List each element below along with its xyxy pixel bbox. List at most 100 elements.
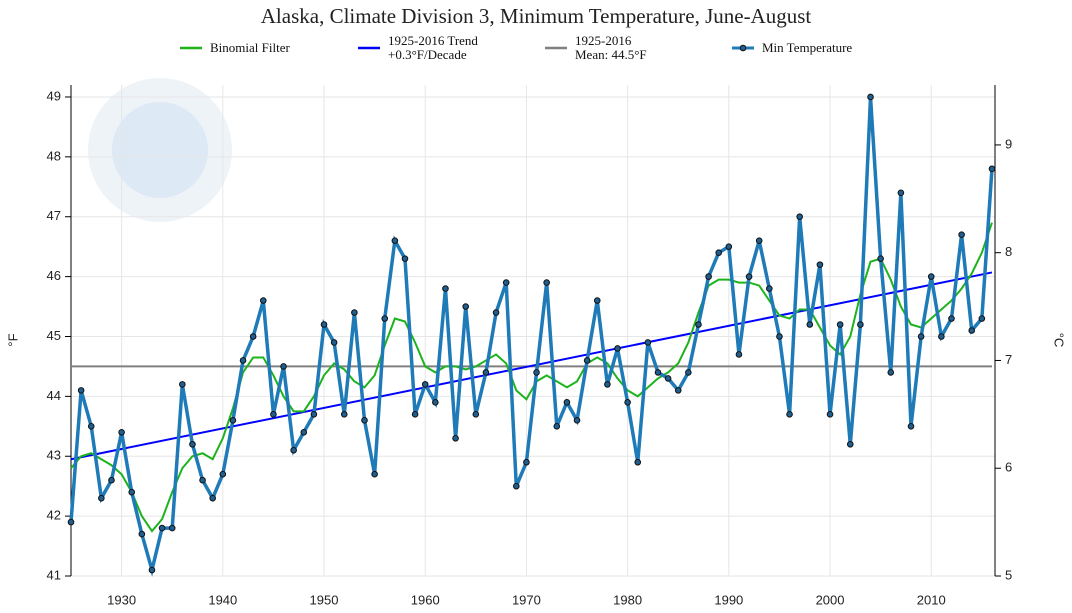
y-tick-label: 41	[47, 567, 61, 582]
data-point	[705, 273, 712, 280]
x-tick-label: 2000	[816, 592, 845, 607]
y2-tick-label: 7	[1005, 352, 1012, 367]
legend-label: 1925-2016 Trend +0.3°F/Decade	[388, 33, 478, 62]
data-point	[644, 339, 652, 346]
data-point	[755, 237, 763, 244]
data-point	[138, 530, 146, 538]
data-point	[290, 446, 297, 454]
data-point	[158, 524, 166, 532]
y-tick-label: 42	[47, 508, 61, 523]
x-tick-label: 1990	[714, 592, 743, 607]
data-point	[219, 470, 227, 478]
data-point	[411, 411, 419, 418]
data-point	[674, 387, 682, 394]
legend-marker	[739, 44, 747, 52]
data-point	[877, 255, 884, 262]
y-tick-label: 48	[47, 148, 61, 163]
data-point	[502, 279, 510, 286]
data-point	[988, 165, 996, 173]
data-point	[381, 315, 389, 322]
data-point	[634, 458, 642, 466]
data-point	[87, 423, 95, 430]
data-point	[766, 285, 773, 292]
data-point	[401, 255, 409, 262]
data-point	[432, 399, 439, 406]
data-point	[310, 411, 318, 418]
data-point	[189, 440, 196, 448]
data-point	[239, 357, 247, 364]
x-tick-label: 1960	[411, 592, 440, 607]
data-point	[826, 411, 834, 418]
x-tick-label: 1930	[107, 592, 136, 607]
x-tick-label: 1970	[512, 592, 541, 607]
chart-title: Alaska, Climate Division 3, Minimum Temp…	[261, 4, 812, 28]
data-point	[108, 476, 115, 484]
data-point	[98, 494, 105, 502]
data-point	[168, 524, 176, 532]
y-tick-label: 49	[47, 88, 61, 103]
data-point	[340, 411, 348, 418]
data-point	[472, 411, 480, 418]
data-point	[948, 315, 955, 322]
x-tick-label: 1940	[208, 592, 237, 607]
data-point	[280, 363, 287, 370]
data-point	[533, 369, 540, 376]
data-point	[492, 309, 500, 316]
data-point	[958, 231, 965, 238]
data-point	[917, 333, 925, 340]
data-point	[624, 399, 631, 406]
y2-tick-label: 9	[1005, 136, 1012, 151]
data-point	[330, 339, 338, 346]
y2-axis-label: °C	[1052, 333, 1067, 348]
data-point	[593, 297, 601, 304]
data-point	[249, 333, 257, 340]
data-point	[513, 482, 520, 490]
data-point	[361, 417, 368, 424]
y-tick-label: 43	[47, 448, 61, 463]
data-point	[796, 213, 803, 221]
y-tick-label: 44	[47, 388, 61, 403]
data-point	[118, 428, 125, 436]
data-point	[786, 411, 793, 418]
data-point	[320, 321, 328, 328]
data-point	[553, 423, 561, 430]
data-point	[907, 423, 915, 430]
data-point	[685, 369, 692, 376]
legend-label: Min Temperature	[762, 40, 853, 55]
data-point	[968, 327, 976, 334]
data-point	[229, 417, 237, 424]
series-line	[70, 222, 993, 533]
data-point	[199, 476, 206, 484]
data-point	[351, 309, 358, 316]
data-point	[695, 321, 702, 328]
y-tick-label: 46	[47, 268, 61, 283]
y2-tick-label: 6	[1005, 460, 1012, 475]
data-point	[927, 273, 935, 280]
data-point	[573, 417, 581, 424]
data-point	[614, 345, 621, 352]
y-axis-label: °F	[5, 333, 20, 346]
legend-label: 1925-2016 Mean: 44.5°F	[575, 33, 647, 62]
data-point	[482, 369, 490, 376]
data-point	[543, 279, 550, 286]
data-point	[270, 411, 277, 418]
data-point	[816, 261, 824, 268]
data-point	[442, 285, 449, 292]
data-point	[209, 494, 216, 502]
data-point	[806, 321, 814, 328]
data-point	[371, 470, 378, 478]
data-point	[452, 434, 459, 442]
data-point	[664, 375, 672, 382]
data-point	[857, 321, 864, 328]
data-point	[725, 243, 733, 250]
data-point	[179, 381, 186, 388]
data-point	[391, 237, 399, 244]
data-point	[563, 399, 571, 406]
data-point	[128, 488, 136, 496]
data-point	[745, 273, 753, 280]
data-point	[887, 369, 895, 376]
data-point	[604, 381, 611, 388]
data-point	[77, 387, 85, 394]
data-point	[523, 458, 530, 466]
